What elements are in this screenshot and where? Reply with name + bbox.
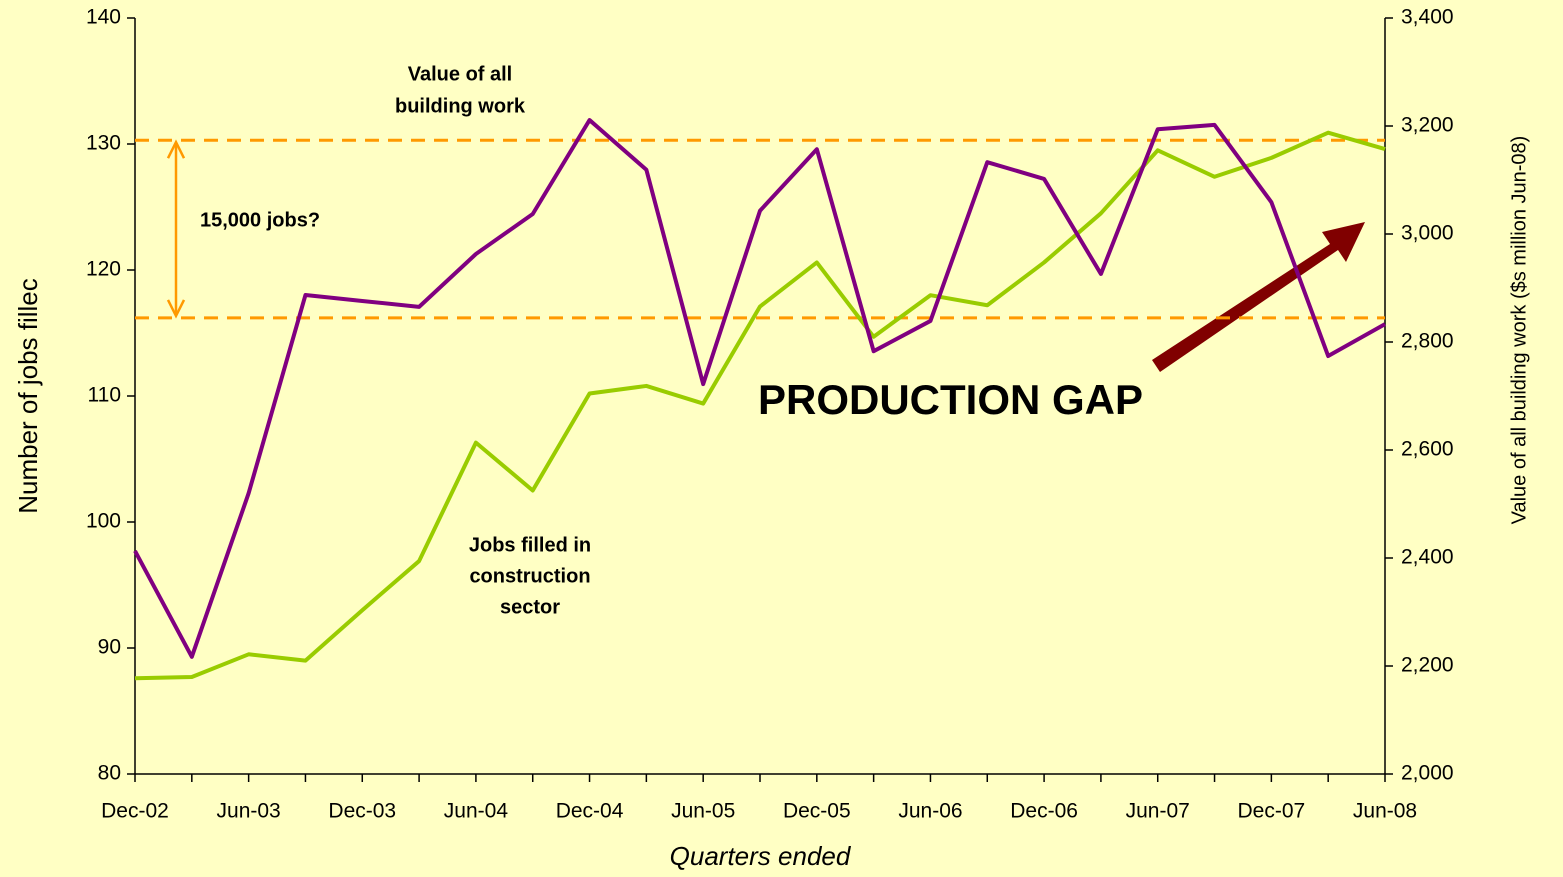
y2-tick-label: 2,000 [1401, 762, 1454, 785]
y-tick-label: 100 [86, 510, 121, 533]
gap-arrow-head [166, 299, 186, 319]
y-axis-title: Number of jobs fillec [13, 278, 43, 514]
series-label: Jobs filled in [469, 534, 591, 556]
gap-note: 15,000 jobs? [200, 209, 320, 231]
headline: PRODUCTION GAP [758, 376, 1143, 423]
x-tick-label: Jun-04 [444, 800, 509, 823]
x-tick-label: Dec-03 [328, 800, 396, 823]
y-tick-label: 110 [88, 384, 121, 407]
y-tick-label: 140 [86, 6, 121, 29]
y-tick-label: 120 [86, 258, 121, 281]
series-label: Value of all [408, 63, 512, 85]
headline-arrow [1152, 222, 1365, 372]
x-tick-label: Dec-02 [101, 800, 169, 823]
x-tick-label: Dec-07 [1238, 800, 1306, 823]
y2-tick-label: 2,600 [1401, 438, 1454, 461]
y2-tick-label: 3,000 [1401, 222, 1454, 245]
gap-arrow-head [166, 139, 186, 159]
y-tick-label: 130 [86, 132, 121, 155]
x-tick-label: Jun-07 [1126, 800, 1190, 823]
series-line [134, 130, 1386, 681]
series-line [133, 118, 1386, 659]
series-label: construction [469, 565, 590, 587]
y2-tick-label: 2,200 [1401, 654, 1454, 677]
x-tick-label: Dec-05 [783, 800, 851, 823]
x-tick-label: Jun-03 [217, 800, 281, 823]
y-tick-label: 80 [98, 762, 121, 785]
x-tick-label: Dec-04 [556, 800, 624, 823]
y2-tick-label: 2,400 [1401, 546, 1454, 569]
x-tick-label: Dec-06 [1010, 800, 1078, 823]
x-tick-label: Jun-06 [898, 800, 962, 823]
y2-tick-label: 3,200 [1401, 114, 1454, 137]
y2-tick-label: 2,800 [1401, 330, 1454, 353]
series-label: sector [500, 596, 560, 618]
y2-axis-title: Value of all building work ($s million J… [1508, 136, 1530, 525]
series-label: building work [395, 95, 526, 117]
x-tick-label: Jun-05 [671, 800, 735, 823]
y2-tick-label: 3,400 [1401, 6, 1454, 29]
x-axis-title: Quarters ended [670, 841, 852, 871]
y-tick-label: 90 [98, 636, 121, 659]
x-tick-label: Jun-08 [1353, 800, 1417, 823]
